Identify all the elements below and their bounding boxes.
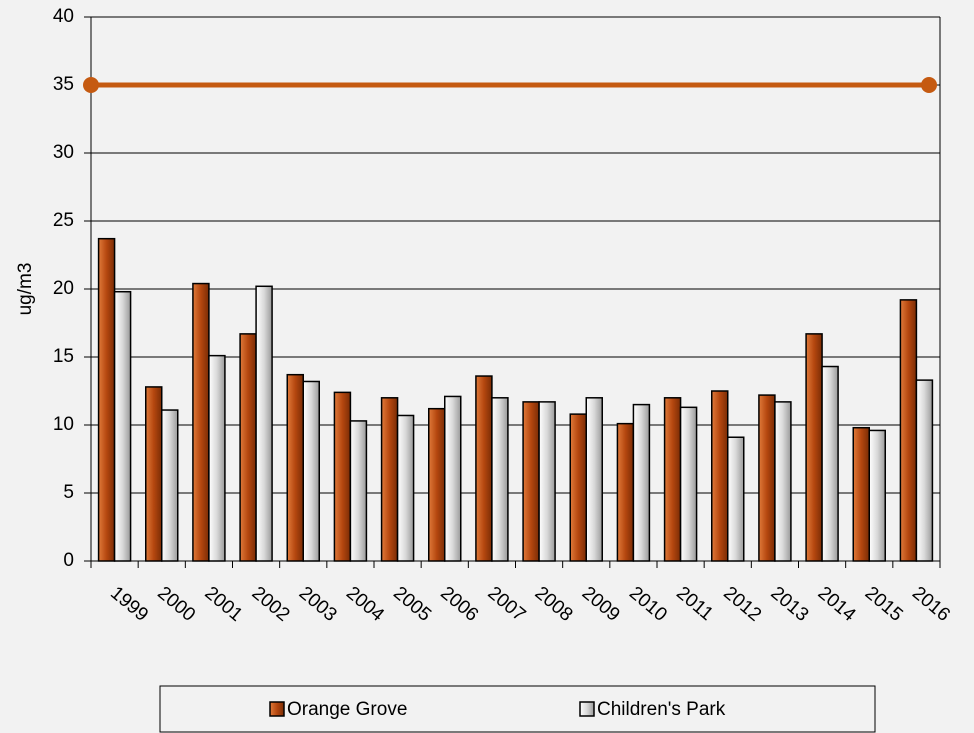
bar <box>632 403 651 562</box>
x-tick-label: 2009 <box>578 583 624 626</box>
bar <box>821 365 839 562</box>
bar <box>333 391 352 562</box>
bar <box>145 386 163 562</box>
bar <box>97 237 116 562</box>
bar <box>569 413 587 562</box>
x-tick-label: 2012 <box>719 583 765 626</box>
y-tick-label: 40 <box>53 6 74 27</box>
bar <box>679 406 698 562</box>
x-tick-label: 2006 <box>436 583 482 626</box>
x-tick-label: 2014 <box>814 583 860 627</box>
bar <box>444 395 462 562</box>
x-tick-label: 2000 <box>153 583 199 626</box>
bar <box>805 333 823 562</box>
bar <box>286 373 304 562</box>
y-tick-label: 5 <box>63 482 74 503</box>
bar <box>899 299 918 562</box>
bar <box>161 409 179 562</box>
bar <box>868 429 886 562</box>
x-tick-label: 2002 <box>248 583 294 626</box>
bar <box>255 285 273 562</box>
reference-point <box>921 77 937 93</box>
bar <box>711 390 729 562</box>
legend-swatch <box>269 701 285 717</box>
bar <box>302 380 320 562</box>
bar <box>852 426 870 562</box>
bar <box>491 397 509 562</box>
y-tick-label: 20 <box>53 278 74 299</box>
legend-swatch <box>579 701 595 717</box>
bar <box>380 397 399 562</box>
x-tick-label: 2005 <box>389 583 435 626</box>
legend-label: Orange Grove <box>287 699 407 720</box>
legend-label: Children's Park <box>597 699 726 720</box>
bar <box>475 375 493 562</box>
y-tick-label: 30 <box>53 142 74 163</box>
bar <box>349 420 368 562</box>
x-tick-label: 2001 <box>200 583 246 626</box>
bar <box>616 422 635 562</box>
x-tick-label: 2004 <box>342 583 388 627</box>
bar <box>396 414 415 562</box>
y-axis-label: ug/m3 <box>15 263 36 316</box>
bar <box>538 401 556 562</box>
x-tick-label: 2016 <box>908 583 954 626</box>
bar <box>522 401 540 562</box>
y-tick-label: 15 <box>53 346 74 367</box>
bar <box>663 397 682 562</box>
y-tick-label: 0 <box>63 550 74 571</box>
x-tick-label: 2003 <box>295 583 341 626</box>
y-tick-label: 10 <box>53 414 74 435</box>
bar <box>428 407 446 562</box>
bar <box>774 401 792 562</box>
x-tick-label: 2011 <box>672 583 717 625</box>
bar <box>727 436 745 562</box>
x-tick-label: 2008 <box>531 583 577 626</box>
bar <box>915 379 934 562</box>
bar <box>758 394 776 562</box>
y-tick-label: 35 <box>53 74 74 95</box>
bar <box>113 290 132 562</box>
bar <box>239 333 257 562</box>
bar <box>192 282 210 562</box>
x-tick-label: 2015 <box>861 583 907 626</box>
y-tick-label: 25 <box>53 210 74 231</box>
bar <box>585 397 603 562</box>
x-tick-label: 2010 <box>625 583 671 626</box>
reference-point <box>83 77 99 93</box>
x-tick-label: 1999 <box>106 583 152 626</box>
legend <box>159 685 876 733</box>
x-tick-label: 2007 <box>483 583 529 626</box>
x-tick-label: 2013 <box>766 583 812 626</box>
bar <box>208 354 226 562</box>
